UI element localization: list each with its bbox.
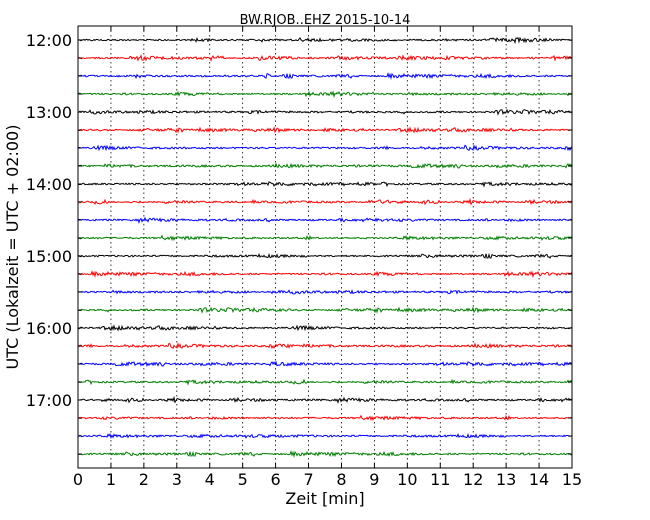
x-tick-label: 11 [430, 470, 450, 489]
x-tick-label: 1 [106, 470, 116, 489]
x-grid [110, 26, 540, 468]
x-axis-ticks: 0 1 2 3 4 5 6 7 8 9 10 11 12 13 14 15 [73, 26, 582, 489]
trace-1330 [77, 144, 573, 152]
x-tick-label: 3 [172, 470, 182, 489]
y-tick-label: 16:00 [26, 319, 72, 338]
trace-1445 [77, 234, 573, 242]
y-tick-label: 15:00 [26, 247, 72, 266]
trace-1230 [77, 72, 573, 81]
trace-1530 [77, 289, 573, 295]
x-tick-label: 13 [496, 470, 516, 489]
x-tick-label: 12 [463, 470, 483, 489]
x-axis-label: Zeit [min] [285, 489, 364, 508]
x-tick-label: 4 [205, 470, 215, 489]
trace-1745 [77, 450, 573, 459]
trace-1215 [77, 54, 573, 62]
x-tick-label: 15 [562, 470, 582, 489]
x-tick-label: 5 [238, 470, 248, 489]
trace-1600 [77, 324, 573, 332]
y-tick-label: 12:00 [26, 31, 72, 50]
trace-1430 [77, 216, 573, 224]
trace-1245 [77, 90, 573, 99]
trace-1545 [77, 306, 573, 314]
x-tick-label: 9 [369, 470, 379, 489]
plot-frame [77, 25, 573, 469]
trace-1645 [77, 378, 573, 386]
x-tick-label: 14 [529, 470, 549, 489]
trace-1300 [77, 108, 573, 116]
trace-1630 [77, 360, 573, 368]
x-tick-label: 6 [271, 470, 281, 489]
trace-1415 [77, 197, 573, 206]
trace-1515 [77, 270, 573, 279]
x-tick-label: 0 [73, 470, 83, 489]
y-tick-label: 17:00 [26, 391, 72, 410]
trace-1200 [77, 36, 573, 45]
trace-1500 [77, 252, 573, 259]
y-axis-ticks: 12:00 13:00 14:00 15:00 16:00 17:00 [26, 31, 572, 455]
x-tick-label: 2 [139, 470, 149, 489]
x-tick-label: 7 [303, 470, 313, 489]
trace-1700 [77, 395, 573, 404]
x-tick-label: 8 [336, 470, 346, 489]
trace-1730 [77, 432, 573, 439]
chart-title: BW.RJOB..EHZ 2015-10-14 [240, 13, 411, 28]
trace-1345 [77, 162, 573, 170]
y-tick-label: 13:00 [26, 103, 72, 122]
x-tick-label: 10 [397, 470, 417, 489]
trace-1715 [77, 414, 573, 422]
trace-1400 [77, 181, 573, 188]
seismic-traces [77, 36, 573, 459]
y-tick-label: 14:00 [26, 175, 72, 194]
trace-1615 [77, 342, 573, 350]
trace-1315 [77, 126, 573, 134]
y-axis-label: UTC (Lokalzeit = UTC + 02:00) [3, 125, 22, 370]
